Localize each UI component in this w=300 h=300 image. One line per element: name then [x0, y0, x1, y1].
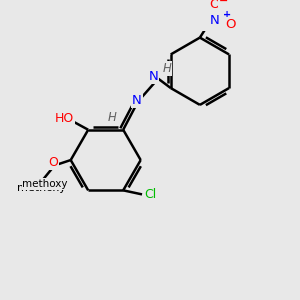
Text: HO: HO	[54, 112, 74, 125]
Text: methoxy: methoxy	[22, 179, 68, 189]
Text: O: O	[225, 19, 236, 32]
Text: methoxy: methoxy	[17, 183, 65, 193]
Text: +: +	[223, 10, 231, 20]
Text: O: O	[48, 156, 58, 169]
Text: N: N	[148, 70, 158, 83]
Text: H: H	[162, 62, 171, 75]
Text: Cl: Cl	[144, 188, 156, 201]
Text: O: O	[209, 0, 219, 11]
Text: N: N	[209, 14, 219, 27]
Text: H: H	[107, 111, 116, 124]
Text: −: −	[219, 0, 228, 6]
Text: N: N	[132, 94, 142, 107]
